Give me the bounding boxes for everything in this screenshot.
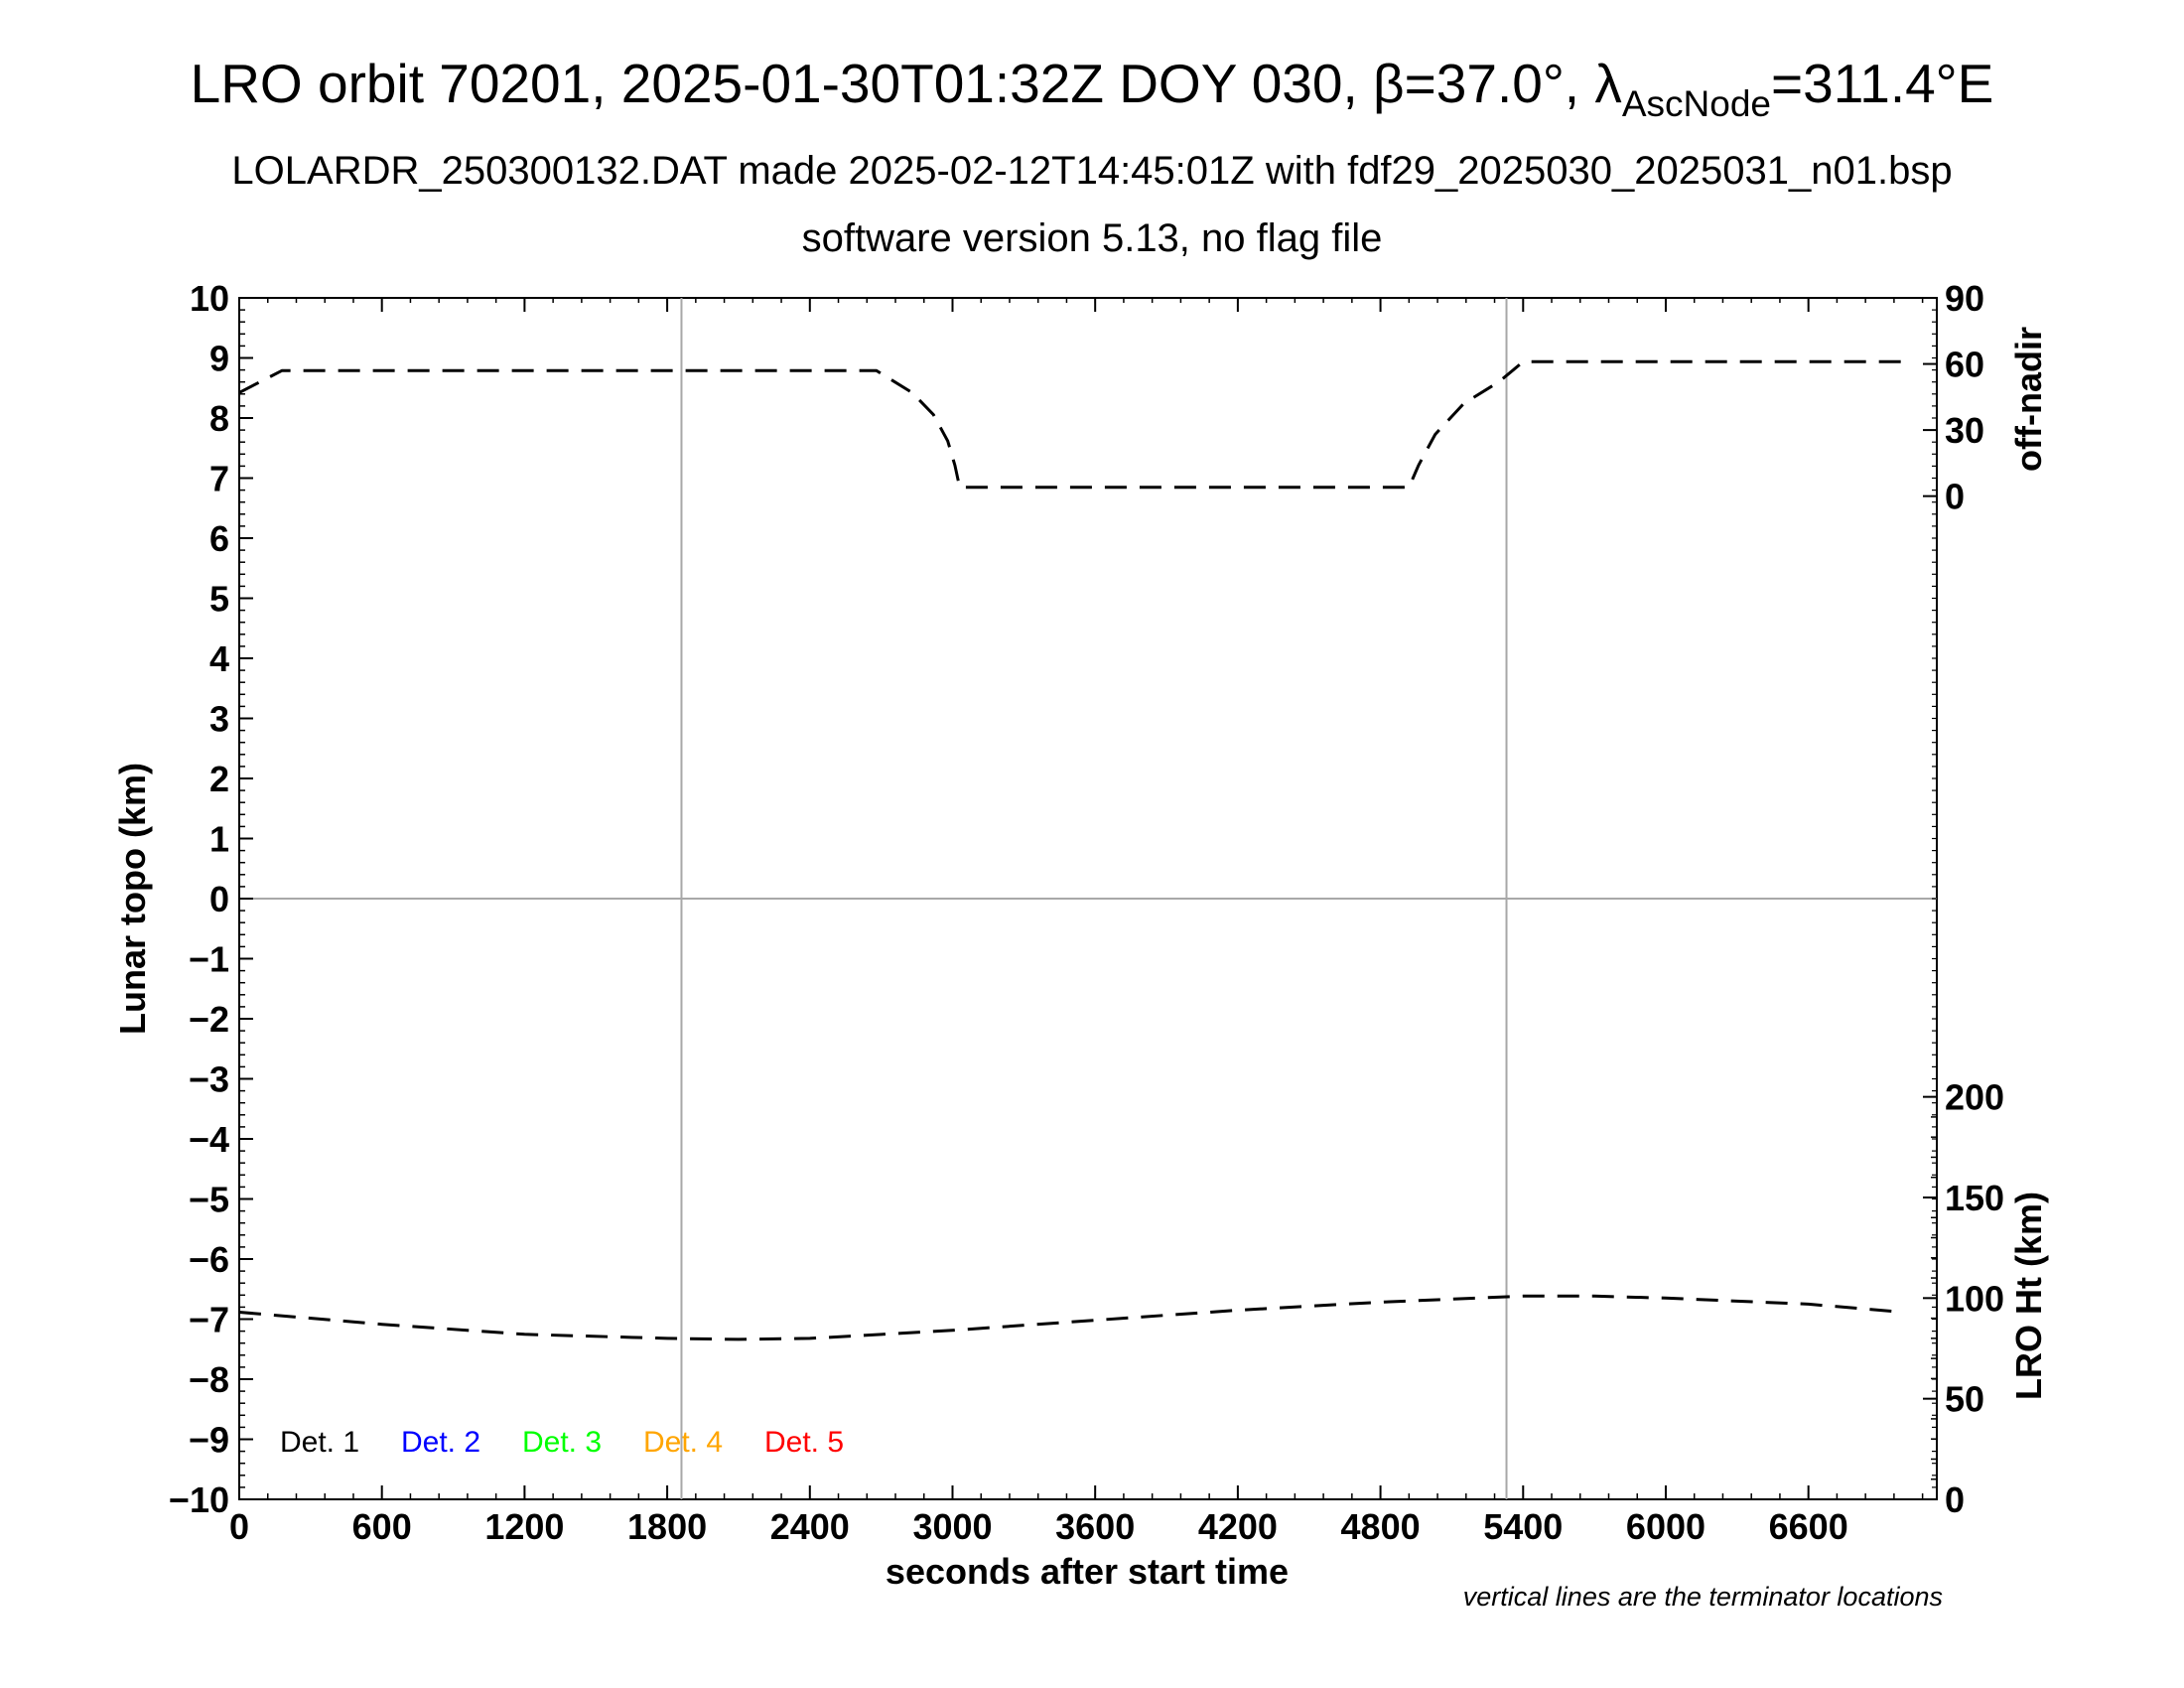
height-tick-label: 50 <box>1945 1379 1984 1420</box>
title-subscript: AscNode <box>1621 83 1772 124</box>
legend-entry: Det. 3 <box>522 1426 602 1459</box>
y-axis-label: Lunar topo (km) <box>112 763 153 1035</box>
y-tick-label: −10 <box>169 1479 229 1520</box>
y-tick-label: 4 <box>209 638 229 679</box>
y-tick-label: 10 <box>190 278 229 319</box>
legend-entry: Det. 5 <box>764 1426 844 1459</box>
legend-entry: Det. 4 <box>643 1426 723 1459</box>
x-tick-label: 1200 <box>484 1506 564 1547</box>
height-tick-label: 100 <box>1945 1278 2004 1319</box>
chart-subtitle: LOLARDR_250300132.DAT made 2025-02-12T14… <box>231 149 1953 193</box>
y-tick-label: 8 <box>209 398 229 439</box>
y-tick-label: −5 <box>189 1180 229 1220</box>
y-tick-label: 0 <box>209 879 229 919</box>
x-axis-label: seconds after start time <box>886 1551 1289 1592</box>
title-prefix: LRO orbit 70201, 2025-01-30T01:32Z DOY 0… <box>190 53 1622 114</box>
chart-title: LRO orbit 70201, 2025-01-30T01:32Z DOY 0… <box>0 52 2184 125</box>
y-tick-label: −3 <box>189 1059 229 1100</box>
offnadir-tick-label: 0 <box>1945 477 1965 517</box>
legend-entry: Det. 2 <box>401 1426 480 1459</box>
y-tick-label: 1 <box>209 819 229 860</box>
x-tick-label: 3600 <box>1055 1506 1135 1547</box>
legend-entry: Det. 1 <box>280 1426 359 1459</box>
x-tick-label: 4800 <box>1341 1506 1421 1547</box>
y-tick-label: 2 <box>209 759 229 799</box>
chart-subtitle-2: software version 5.13, no flag file <box>801 216 1383 260</box>
y-tick-label: −1 <box>189 939 229 980</box>
height-tick-label: 200 <box>1945 1077 2004 1118</box>
offnadir-tick-label: 30 <box>1945 410 1984 451</box>
x-tick-label: 1800 <box>627 1506 707 1547</box>
right-axis-label-height: LRO Ht (km) <box>2008 1192 2049 1400</box>
y-tick-label: −2 <box>189 999 229 1040</box>
x-tick-label: 3000 <box>912 1506 992 1547</box>
y-tick-label: 6 <box>209 518 229 559</box>
height-tick-label: 150 <box>1945 1178 2004 1218</box>
x-tick-label: 2400 <box>770 1506 850 1547</box>
y-tick-label: −7 <box>189 1300 229 1340</box>
legend: Det. 1 Det. 2 Det. 3 Det. 4 Det. 5 <box>280 1426 844 1459</box>
offnadir-tick-label: 90 <box>1945 278 1984 319</box>
x-tick-label: 6000 <box>1626 1506 1706 1547</box>
x-tick-label: 4200 <box>1198 1506 1278 1547</box>
y-tick-label: 3 <box>209 699 229 740</box>
right-axis-label-offnadir: off-nadir <box>2008 327 2049 472</box>
offnadir-series-line <box>238 359 1904 490</box>
y-tick-label: 7 <box>209 459 229 499</box>
height-tick-label: 0 <box>1945 1479 1965 1520</box>
y-tick-label: 5 <box>209 579 229 620</box>
offnadir-tick-label: 60 <box>1945 345 1984 385</box>
y-tick-label: 9 <box>209 339 229 379</box>
y-tick-label: −9 <box>189 1420 229 1461</box>
x-tick-label: 6600 <box>1769 1506 1848 1547</box>
height-series-line <box>238 1294 1904 1341</box>
x-tick-label: 0 <box>229 1506 249 1547</box>
y-tick-label: −4 <box>189 1119 229 1160</box>
y-tick-label: −8 <box>189 1359 229 1400</box>
x-tick-label: 600 <box>352 1506 412 1547</box>
y-tick-label: −6 <box>189 1239 229 1280</box>
footnote: vertical lines are the terminator locati… <box>1463 1582 1943 1612</box>
x-tick-label: 5400 <box>1483 1506 1563 1547</box>
title-suffix: =311.4°E <box>1771 53 1994 114</box>
